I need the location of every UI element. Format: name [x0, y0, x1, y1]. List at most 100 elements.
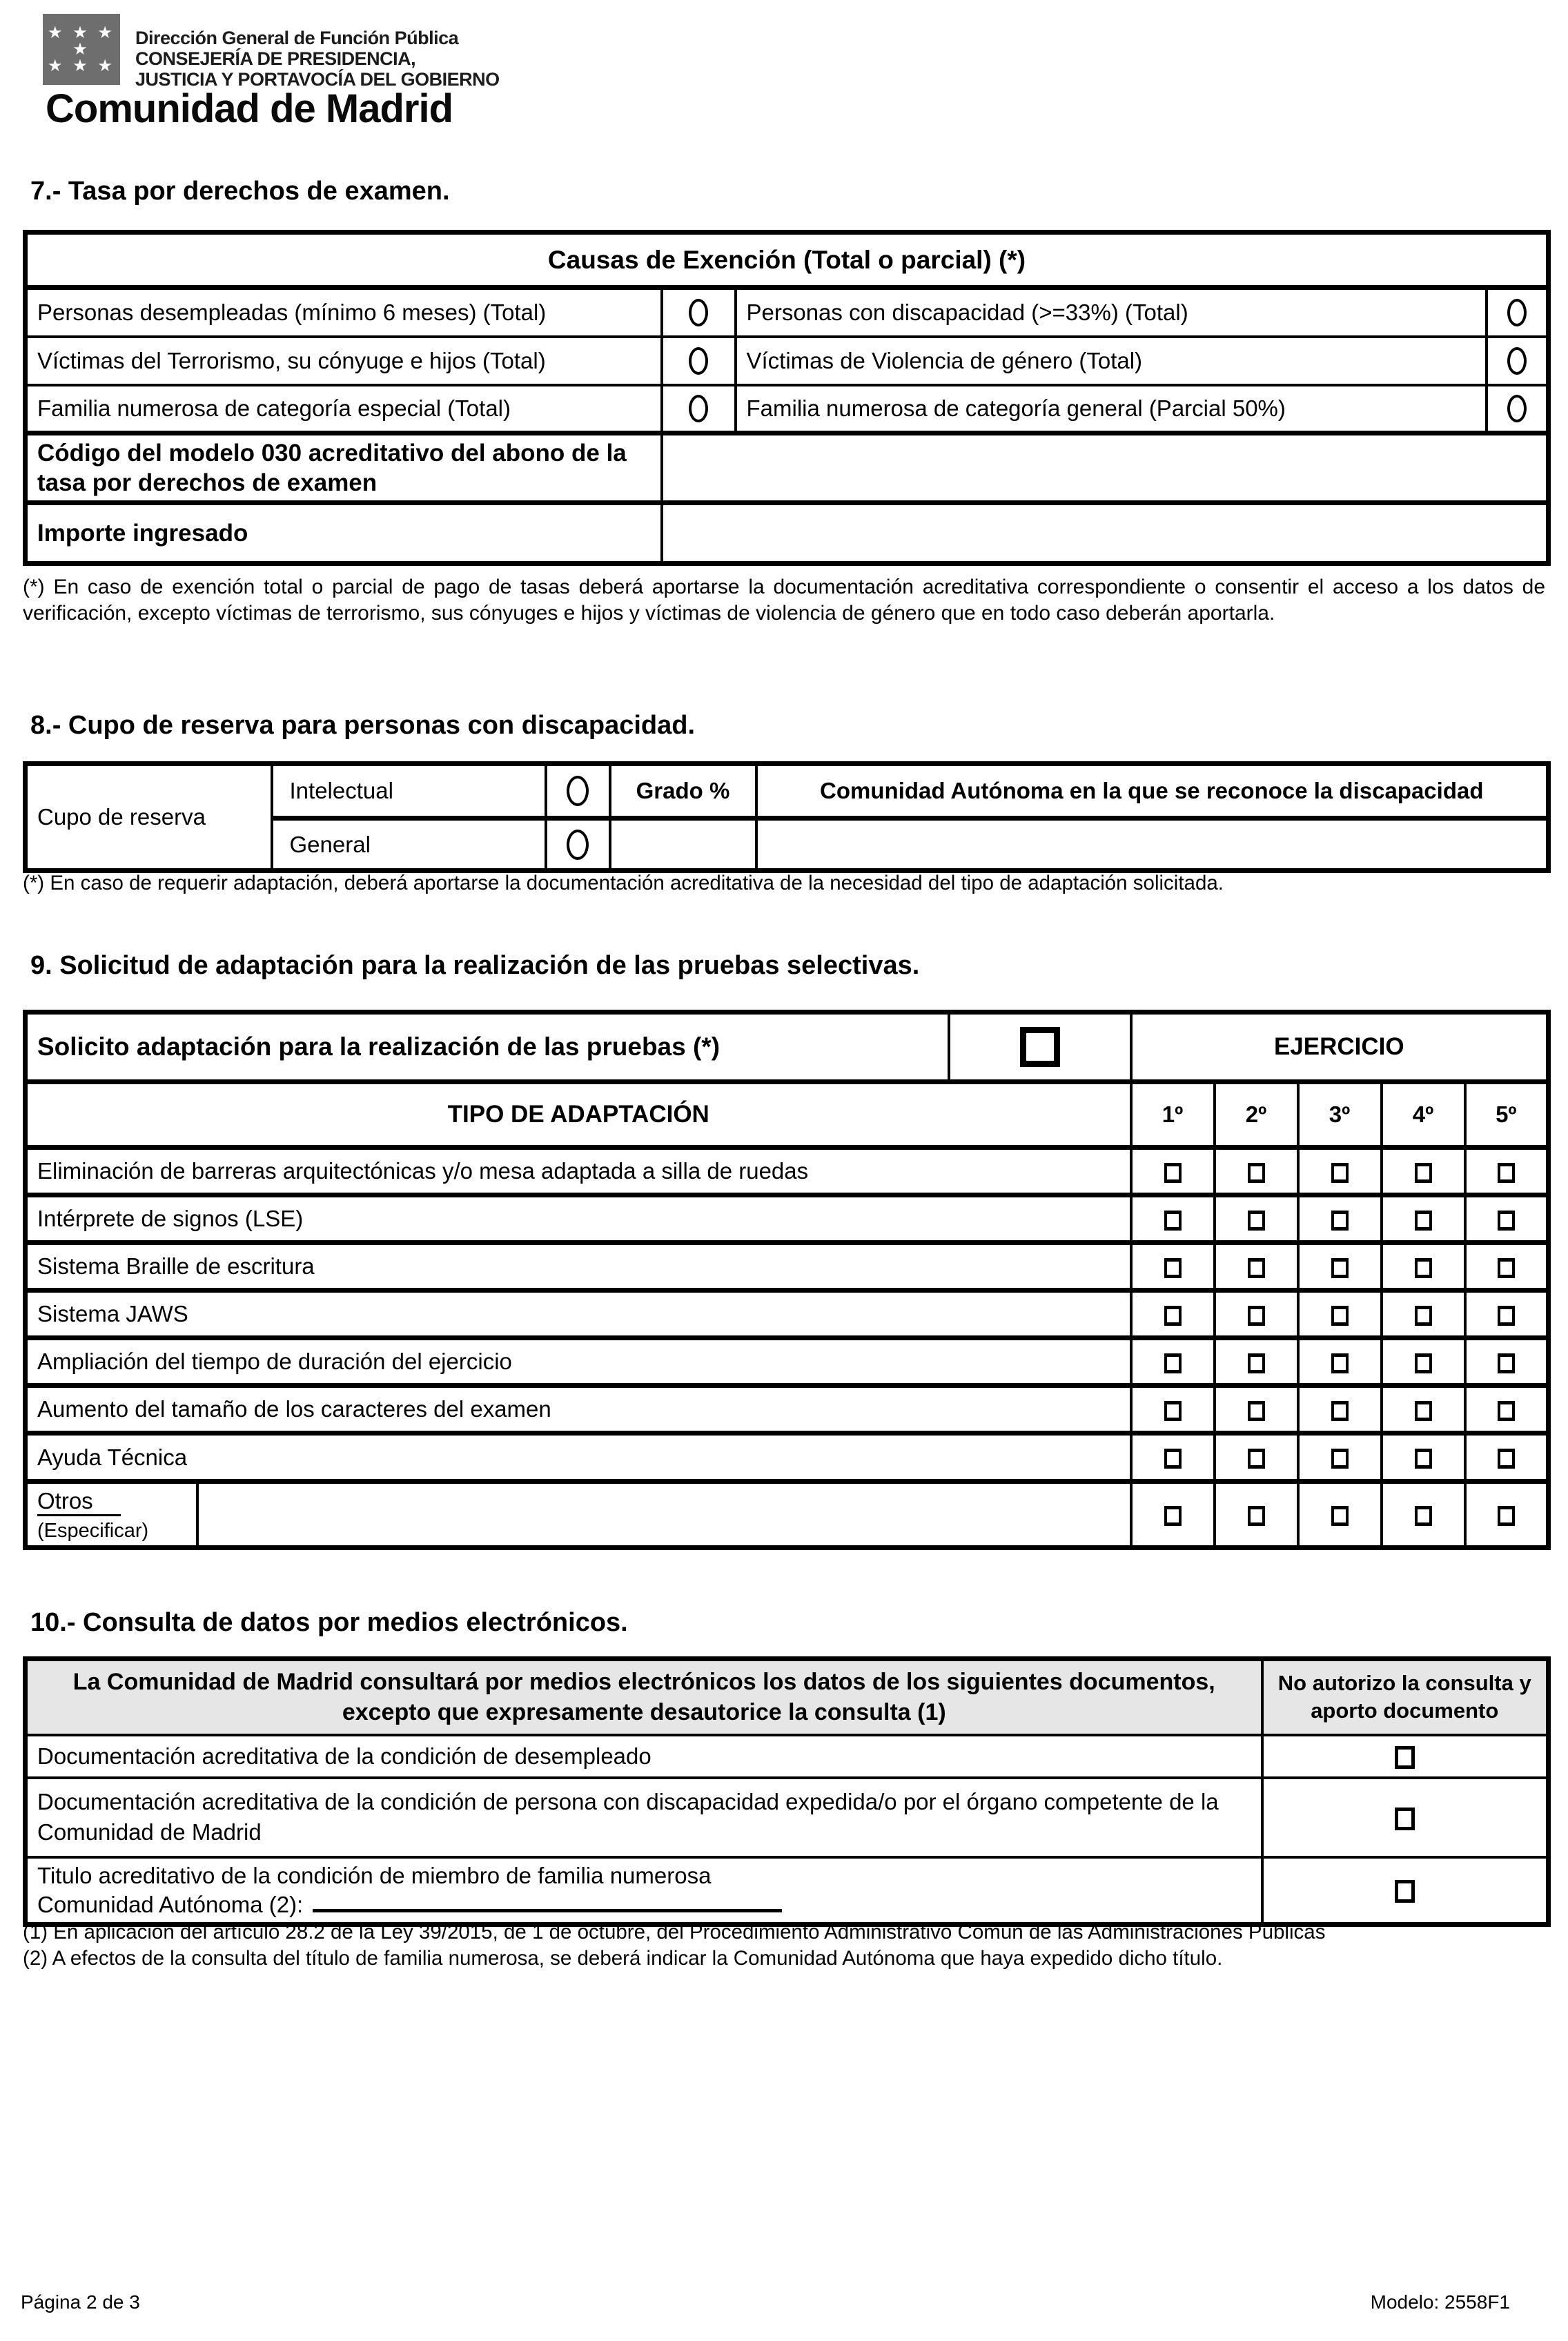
checkbox[interactable] — [1331, 1210, 1349, 1231]
checkbox-cell[interactable] — [1260, 1776, 1550, 1859]
checkbox[interactable] — [1247, 1257, 1265, 1278]
radio-circle[interactable] — [689, 395, 708, 423]
radio-cell[interactable] — [1484, 286, 1550, 338]
radio-circle[interactable] — [1507, 395, 1527, 423]
checkbox[interactable] — [1247, 1210, 1265, 1231]
checkbox-cell[interactable] — [1463, 1193, 1550, 1244]
otros-specify-field[interactable] — [199, 1487, 1128, 1545]
checkbox-cell[interactable] — [1380, 1193, 1467, 1244]
checkbox[interactable] — [1394, 1807, 1415, 1830]
checkbox[interactable] — [1497, 1506, 1515, 1527]
radio-circle[interactable] — [689, 347, 708, 375]
checkbox[interactable] — [1497, 1449, 1515, 1469]
checkbox-cell[interactable] — [1213, 1193, 1300, 1244]
checkbox[interactable] — [1164, 1506, 1182, 1527]
checkbox-cell[interactable] — [1129, 1479, 1216, 1549]
checkbox[interactable] — [1247, 1305, 1265, 1326]
checkbox-cell[interactable] — [1213, 1335, 1300, 1387]
grado-field[interactable] — [608, 816, 758, 872]
comunidad-field[interactable] — [754, 816, 1550, 872]
checkbox-cell[interactable] — [1213, 1431, 1300, 1483]
checkbox-cell[interactable] — [1380, 1479, 1467, 1549]
checkbox-cell[interactable] — [1129, 1383, 1216, 1435]
checkbox[interactable] — [1331, 1449, 1349, 1469]
checkbox[interactable] — [1331, 1305, 1349, 1326]
radio-cell[interactable] — [544, 762, 611, 820]
checkbox-cell[interactable] — [1129, 1335, 1216, 1387]
radio-circle[interactable] — [567, 829, 589, 860]
radio-circle[interactable] — [1507, 347, 1527, 375]
checkbox[interactable] — [1414, 1449, 1432, 1469]
checkbox-cell[interactable] — [1463, 1383, 1550, 1435]
checkbox-cell[interactable] — [1296, 1479, 1383, 1549]
radio-cell[interactable] — [660, 286, 737, 338]
checkbox[interactable] — [1414, 1257, 1432, 1278]
checkbox[interactable] — [1394, 1880, 1415, 1903]
checkbox[interactable] — [1164, 1353, 1182, 1373]
checkbox-cell[interactable] — [1380, 1383, 1467, 1435]
checkbox[interactable] — [1331, 1257, 1349, 1278]
checkbox[interactable] — [1164, 1400, 1182, 1421]
checkbox-cell[interactable] — [1380, 1431, 1467, 1483]
checkbox[interactable] — [1247, 1400, 1265, 1421]
checkbox[interactable] — [1394, 1746, 1415, 1770]
checkbox-cell[interactable] — [1213, 1145, 1300, 1197]
checkbox-cell[interactable] — [1213, 1288, 1300, 1340]
checkbox-cell[interactable] — [1260, 1855, 1550, 1926]
checkbox-cell[interactable] — [1213, 1240, 1300, 1292]
checkbox[interactable] — [1331, 1400, 1349, 1421]
checkbox-cell[interactable] — [1296, 1145, 1383, 1197]
comunidad-autonoma-field[interactable] — [313, 1892, 783, 1912]
checkbox-cell[interactable] — [1296, 1193, 1383, 1244]
radio-circle[interactable] — [1507, 299, 1527, 327]
solicito-checkbox-cell[interactable] — [947, 1010, 1133, 1084]
checkbox-cell[interactable] — [1213, 1479, 1300, 1549]
checkbox-cell[interactable] — [1213, 1383, 1300, 1435]
checkbox[interactable] — [1331, 1162, 1349, 1183]
checkbox-cell[interactable] — [1129, 1193, 1216, 1244]
checkbox-cell[interactable] — [1296, 1335, 1383, 1387]
checkbox[interactable] — [1164, 1449, 1182, 1469]
checkbox[interactable] — [1414, 1210, 1432, 1231]
checkbox[interactable] — [1414, 1162, 1432, 1183]
checkbox-cell[interactable] — [1296, 1431, 1383, 1483]
checkbox[interactable] — [1247, 1162, 1265, 1183]
checkbox-cell[interactable] — [1380, 1335, 1467, 1387]
checkbox[interactable] — [1497, 1162, 1515, 1183]
checkbox-cell[interactable] — [1463, 1288, 1550, 1340]
checkbox[interactable] — [1331, 1506, 1349, 1527]
checkbox[interactable] — [1497, 1305, 1515, 1326]
checkbox[interactable] — [1019, 1027, 1060, 1067]
checkbox[interactable] — [1331, 1353, 1349, 1373]
checkbox-cell[interactable] — [1129, 1431, 1216, 1483]
codigo-030-field[interactable] — [660, 431, 1550, 505]
radio-cell[interactable] — [544, 816, 611, 872]
checkbox-cell[interactable] — [1129, 1145, 1216, 1197]
checkbox[interactable] — [1497, 1353, 1515, 1373]
checkbox-cell[interactable] — [1296, 1240, 1383, 1292]
checkbox[interactable] — [1497, 1257, 1515, 1278]
checkbox-cell[interactable] — [1463, 1479, 1550, 1549]
checkbox-cell[interactable] — [1463, 1145, 1550, 1197]
checkbox[interactable] — [1164, 1257, 1182, 1278]
checkbox[interactable] — [1414, 1305, 1432, 1326]
radio-cell[interactable] — [660, 383, 737, 435]
checkbox[interactable] — [1414, 1353, 1432, 1373]
checkbox[interactable] — [1247, 1506, 1265, 1527]
checkbox-cell[interactable] — [1129, 1288, 1216, 1340]
checkbox[interactable] — [1247, 1353, 1265, 1373]
checkbox-cell[interactable] — [1296, 1288, 1383, 1340]
checkbox[interactable] — [1414, 1506, 1432, 1527]
checkbox[interactable] — [1164, 1162, 1182, 1183]
importe-field[interactable] — [660, 500, 1550, 565]
radio-circle[interactable] — [689, 299, 708, 327]
checkbox-cell[interactable] — [1463, 1335, 1550, 1387]
radio-cell[interactable] — [1484, 335, 1550, 386]
checkbox-cell[interactable] — [1260, 1733, 1550, 1779]
checkbox-cell[interactable] — [1380, 1288, 1467, 1340]
checkbox-cell[interactable] — [1463, 1240, 1550, 1292]
radio-cell[interactable] — [1484, 383, 1550, 435]
radio-cell[interactable] — [660, 335, 737, 386]
checkbox[interactable] — [1247, 1449, 1265, 1469]
checkbox[interactable] — [1164, 1210, 1182, 1231]
